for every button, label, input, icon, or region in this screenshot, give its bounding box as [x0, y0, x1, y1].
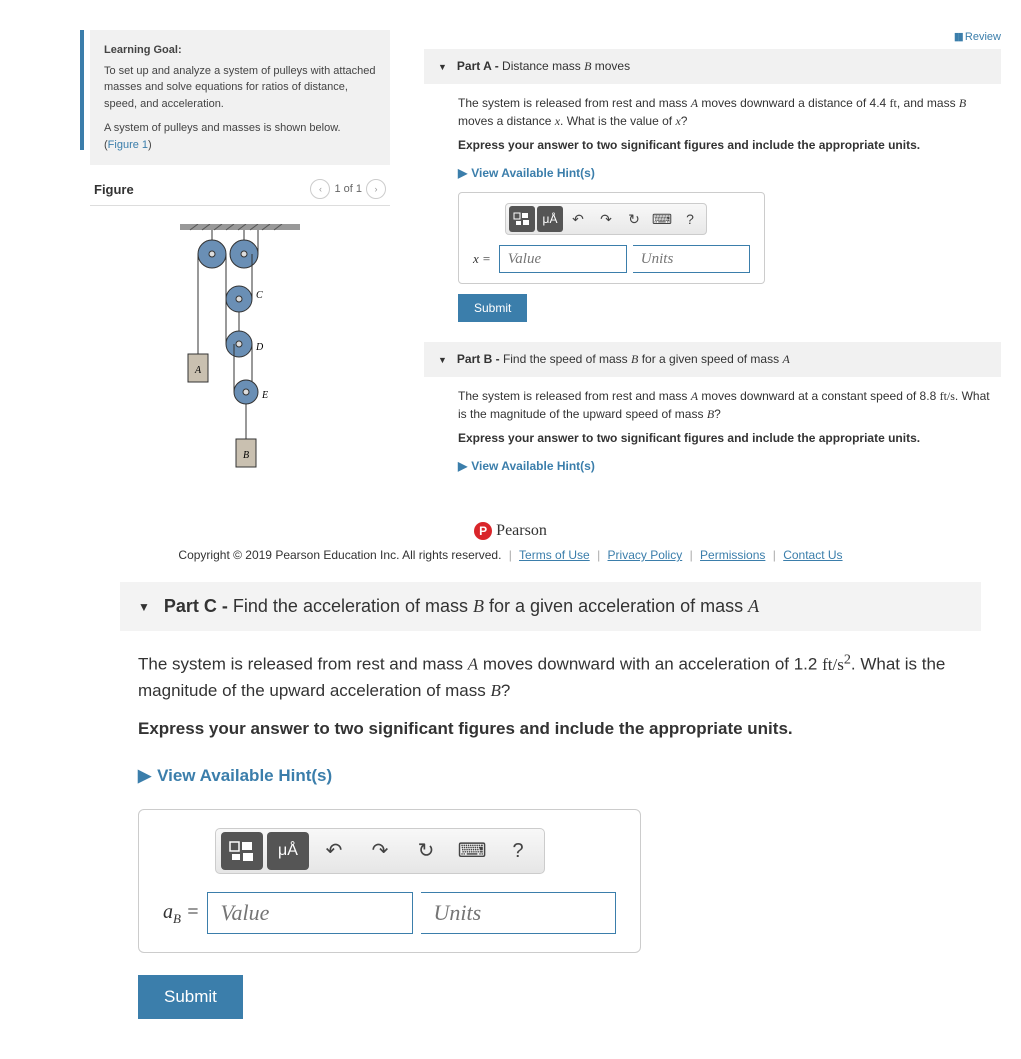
svg-text:A: A — [194, 365, 202, 376]
right-column: ▮▮ Review ▼ Part A - Distance mass B mov… — [424, 30, 1011, 502]
part-c-input-row: aB = — [163, 892, 616, 934]
redo-button[interactable]: ↷ — [593, 206, 619, 232]
part-a-hints-link[interactable]: ▶ View Available Hint(s) — [458, 164, 991, 182]
help-button[interactable]: ? — [497, 832, 539, 870]
pearson-footer: P Pearson Copyright © 2019 Pearson Educa… — [0, 522, 1021, 562]
undo-button[interactable]: ↶ — [565, 206, 591, 232]
undo-button[interactable]: ↶ — [313, 832, 355, 870]
part-b-body: The system is released from rest and mas… — [424, 377, 1001, 485]
footer-links: Copyright © 2019 Pearson Education Inc. … — [0, 548, 1021, 562]
help-button[interactable]: ? — [677, 206, 703, 232]
contact-link[interactable]: Contact Us — [783, 548, 842, 562]
part-c-question: The system is released from rest and mas… — [138, 649, 963, 704]
figure-title: Figure — [94, 182, 134, 197]
part-a-units-input[interactable] — [633, 245, 750, 273]
top-section: Learning Goal: To set up and analyze a s… — [0, 0, 1021, 512]
svg-text:C: C — [256, 290, 263, 301]
part-a-submit-button[interactable]: Submit — [458, 294, 527, 322]
figure-header: Figure ‹ 1 of 1 › — [90, 169, 390, 206]
part-a-answer-box: μÅ ↶ ↷ ↻ ⌨ ? x = — [458, 192, 765, 284]
privacy-link[interactable]: Privacy Policy — [608, 548, 683, 562]
caret-right-icon: ▶ — [458, 457, 467, 475]
part-a-toolbar: μÅ ↶ ↷ ↻ ⌨ ? — [505, 203, 707, 235]
reset-button[interactable]: ↻ — [621, 206, 647, 232]
keyboard-button[interactable]: ⌨ — [649, 206, 675, 232]
part-c-hints-link[interactable]: ▶ View Available Hint(s) — [138, 763, 963, 789]
redo-button[interactable]: ↷ — [359, 832, 401, 870]
learning-goal-text1: To set up and analyze a system of pulley… — [104, 63, 376, 113]
templates-button[interactable] — [509, 206, 535, 232]
figure-link[interactable]: Figure 1 — [108, 139, 148, 151]
svg-text:E: E — [261, 390, 268, 401]
part-c-instruction: Express your answer to two significant f… — [138, 716, 963, 742]
accent-bar — [80, 30, 84, 150]
part-b-question: The system is released from rest and mas… — [458, 387, 991, 423]
review-link[interactable]: ▮▮ Review — [424, 30, 1001, 43]
special-chars-button[interactable]: μÅ — [267, 832, 309, 870]
templates-button[interactable] — [221, 832, 263, 870]
learning-goal-text2: A system of pulleys and masses is shown … — [104, 120, 376, 153]
keyboard-button[interactable]: ⌨ — [451, 832, 493, 870]
part-a-variable: x = — [473, 249, 491, 269]
reset-button[interactable]: ↻ — [405, 832, 447, 870]
part-a-value-input[interactable] — [499, 245, 627, 273]
pearson-logo: P Pearson — [474, 522, 547, 540]
part-b-hints-link[interactable]: ▶ View Available Hint(s) — [458, 457, 991, 475]
part-c-toolbar: μÅ ↶ ↷ ↻ ⌨ ? — [215, 828, 545, 874]
caret-down-icon: ▼ — [138, 600, 150, 614]
caret-right-icon: ▶ — [138, 763, 151, 789]
part-b-instruction: Express your answer to two significant f… — [458, 429, 991, 447]
part-a-question: The system is released from rest and mas… — [458, 94, 991, 130]
learning-goal-title: Learning Goal: — [104, 42, 376, 59]
part-a-instruction: Express your answer to two significant f… — [458, 136, 991, 154]
svg-text:B: B — [243, 450, 249, 461]
caret-down-icon: ▼ — [438, 62, 447, 72]
left-column: Learning Goal: To set up and analyze a s… — [90, 30, 390, 502]
caret-right-icon: ▶ — [458, 164, 467, 182]
special-chars-button[interactable]: μÅ — [537, 206, 563, 232]
pager-next-button[interactable]: › — [366, 179, 386, 199]
part-c-body: The system is released from rest and mas… — [120, 649, 981, 1019]
part-c-submit-button[interactable]: Submit — [138, 975, 243, 1019]
caret-down-icon: ▼ — [438, 355, 447, 365]
part-a-header[interactable]: ▼ Part A - Distance mass B moves — [424, 49, 1001, 84]
part-a-body: The system is released from rest and mas… — [424, 84, 1001, 332]
pager-prev-button[interactable]: ‹ — [310, 179, 330, 199]
pearson-p-icon: P — [474, 522, 492, 540]
svg-text:D: D — [255, 342, 264, 353]
pulley-svg: A C D E B — [170, 224, 310, 484]
part-c-answer-box: μÅ ↶ ↷ ↻ ⌨ ? aB = — [138, 809, 641, 953]
figure-pager: ‹ 1 of 1 › — [310, 179, 386, 199]
part-c-section: ▼ Part C - Find the acceleration of mass… — [0, 582, 1021, 1059]
part-c-units-input[interactable] — [421, 892, 616, 934]
part-c-variable: aB = — [163, 897, 199, 929]
part-b-header[interactable]: ▼ Part B - Find the speed of mass B for … — [424, 342, 1001, 377]
figure-image: A C D E B — [90, 206, 390, 502]
part-a-input-row: x = — [473, 245, 750, 273]
part-c-value-input[interactable] — [207, 892, 413, 934]
part-c-header[interactable]: ▼ Part C - Find the acceleration of mass… — [120, 582, 981, 631]
terms-link[interactable]: Terms of Use — [519, 548, 590, 562]
learning-goal-box: Learning Goal: To set up and analyze a s… — [90, 30, 390, 165]
permissions-link[interactable]: Permissions — [700, 548, 765, 562]
